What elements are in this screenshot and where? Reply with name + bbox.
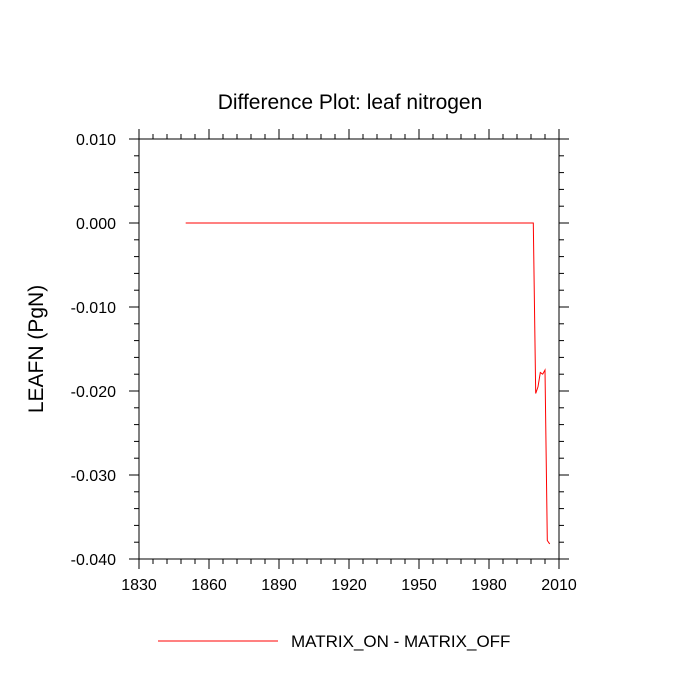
series-line (185, 222, 551, 545)
plot-frame (138, 138, 560, 560)
x-tick-label: 1890 (261, 577, 297, 594)
legend-label: MATRIX_ON - MATRIX_OFF (291, 632, 510, 651)
y-tick-label: -0.020 (71, 384, 116, 401)
x-tick-label: 1830 (121, 577, 157, 594)
y-axis-label: LEAFN (PgN) (25, 285, 48, 413)
chart-title: Difference Plot: leaf nitrogen (218, 91, 483, 114)
series-layer (185, 222, 551, 545)
x-tick-label: 1860 (191, 577, 227, 594)
axis-tick-labels: 1830 1860 1890 1920 1950 1980 2010 0.010 0.000 -0… (71, 132, 577, 594)
y-tick-label: 0.000 (76, 216, 116, 233)
x-tick-label: 2010 (541, 577, 577, 594)
x-tick-label: 1980 (471, 577, 507, 594)
y-tick-label: 0.010 (76, 132, 116, 149)
y-tick-label: -0.030 (71, 468, 116, 485)
x-tick-label: 1950 (401, 577, 437, 594)
y-tick-label: -0.040 (71, 552, 116, 569)
legend: MATRIX_ON - MATRIX_OFF (158, 632, 510, 651)
y-tick-label: -0.010 (71, 300, 116, 317)
axis-ticks (129, 129, 569, 569)
x-tick-label: 1920 (331, 577, 367, 594)
